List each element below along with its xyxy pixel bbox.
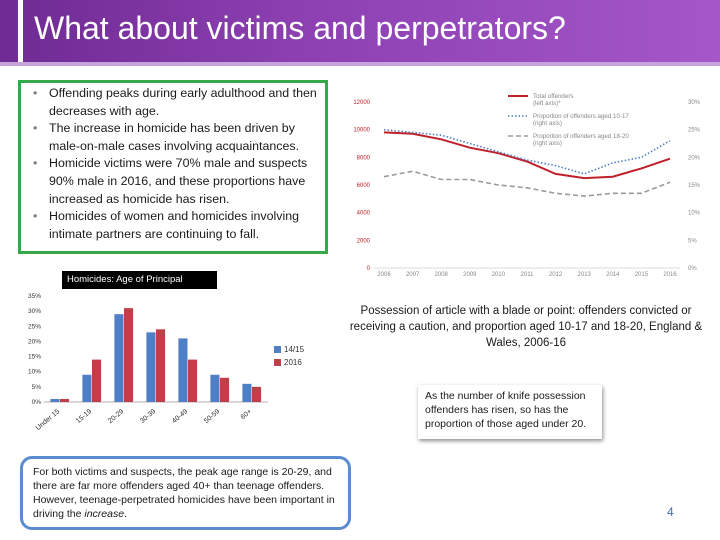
x-tick-label: 2010: [492, 272, 506, 278]
series-line-2: [383, 170, 671, 197]
bar-category-label: 40-49: [171, 408, 189, 425]
x-tick-label: 2016: [663, 272, 677, 278]
bar-14/15-50-59: [210, 374, 220, 402]
bar-2016-50-59: [220, 377, 230, 402]
page-number: 4: [667, 505, 674, 519]
bullet-offending-peak: Offending peaks during early adulthood a…: [31, 85, 319, 120]
y-left-tick-label: 12000: [353, 100, 370, 106]
y-left-tick-label: 2000: [357, 238, 371, 244]
victims-note-text: For both victims and suspects, the peak …: [33, 466, 335, 520]
bar-y-tick-label: 0%: [32, 399, 42, 406]
bar-legend-swatch-1: [274, 359, 281, 366]
y-right-tick-label: 0%: [688, 266, 697, 272]
y-left-tick-label: 4000: [357, 211, 371, 217]
bar-y-tick-label: 5%: [32, 384, 42, 391]
y-left-tick-label: 10000: [353, 128, 370, 134]
bar-2016-40-49: [188, 359, 198, 402]
bar-2016-15-19: [92, 359, 102, 402]
x-tick-label: 2011: [521, 272, 535, 278]
slide-title: What about victims and perpetrators?: [34, 10, 566, 46]
key-points-list: Offending peaks during early adulthood a…: [31, 85, 319, 243]
legend-label-1: Proportion of offenders aged 10-17: [533, 113, 629, 120]
bar-category-label: 50-59: [203, 408, 221, 425]
y-left-tick-label: 6000: [357, 183, 371, 189]
bar-y-tick-label: 15%: [28, 354, 41, 361]
bar-legend-label-0: 14/15: [284, 345, 305, 354]
x-tick-label: 2013: [578, 272, 592, 278]
bar-2016-30-39: [156, 329, 166, 402]
series-line-1: [383, 128, 671, 175]
bar-chart-title: Homicides: Age of Principal Suspect: [62, 271, 217, 303]
bullet-victim-suspect-gender: Homicide victims were 70% male and suspe…: [31, 155, 319, 208]
victims-note-end: .: [124, 508, 127, 520]
bullet-women-intimate-partners: Homicides of women and homicides involvi…: [31, 208, 319, 243]
bar-y-tick-label: 25%: [28, 323, 41, 330]
legend-label-0: Total offenders: [533, 93, 573, 100]
x-tick-label: 2009: [463, 272, 477, 278]
bar-2016-20-29: [124, 308, 134, 402]
bar-2016-Under 15: [60, 398, 70, 402]
title-bar: What about victims and perpetrators?: [0, 0, 720, 66]
bar-y-tick-label: 10%: [28, 369, 41, 376]
knife-offenders-line-chart: 0 2000 4000 6000 8000 10000 12000 0% 5% 10% 15% 20%…: [340, 80, 714, 280]
x-tick-label: 2008: [435, 272, 449, 278]
legend-label-2: Proportion of offenders aged 18-20: [533, 133, 629, 140]
bar-category-label: 15-19: [75, 408, 93, 425]
x-tick-label: 2006: [377, 272, 391, 278]
bar-chart-svg: 0% 5% 10% 15% 20% 25% 30% 35% Under 15 15-19 20-29…: [28, 293, 305, 432]
bar-14/15-15-19: [82, 374, 92, 402]
y-right-tick-label: 20%: [688, 155, 701, 161]
y-right-tick-label: 5%: [688, 238, 697, 244]
key-points-box: Offending peaks during early adulthood a…: [18, 80, 328, 254]
title-accent-stripe: [18, 0, 23, 62]
x-tick-label: 2015: [635, 272, 649, 278]
y-right-tick-label: 15%: [688, 183, 701, 189]
x-tick-label: 2007: [406, 272, 420, 278]
y-right-tick-label: 30%: [688, 100, 701, 106]
legend-label-0-line2: (left axis)*: [533, 100, 561, 107]
legend-label-1-line2: (right axis): [533, 120, 562, 127]
line-chart-caption: Possession of article with a blade or po…: [349, 305, 703, 349]
bullet-male-on-male: The increase in homicide has been driven…: [31, 120, 319, 155]
suspect-age-bar-chart: 0% 5% 10% 15% 20% 25% 30% 35% Under 15 15-19 20-29…: [18, 290, 318, 440]
bar-y-tick-label: 30%: [28, 308, 41, 315]
bar-category-label: 20-29: [107, 408, 125, 425]
y-left-tick-label: 8000: [357, 155, 371, 161]
knife-possession-note: As the number of knife possession offend…: [418, 385, 602, 439]
victims-suspects-note: For both victims and suspects, the peak …: [20, 456, 351, 530]
bar-legend-label-1: 2016: [284, 358, 302, 367]
bar-y-tick-label: 35%: [28, 293, 41, 300]
bar-y-tick-label: 20%: [28, 338, 41, 345]
bar-14/15-30-39: [146, 332, 156, 402]
bar-14/15-40-49: [178, 338, 188, 402]
bar-14/15-Under 15: [50, 398, 60, 402]
bar-category-label: Under 15: [35, 408, 62, 432]
victims-note-emphasis: increase: [84, 508, 125, 520]
bar-14/15-20-29: [114, 314, 124, 402]
series-line-0: [383, 131, 671, 180]
y-left-tick-label: 0: [367, 266, 371, 272]
legend-label-2-line2: (right axis): [533, 140, 562, 147]
line-chart-svg: 0 2000 4000 6000 8000 10000 12000 0% 5% 10% 15% 20%…: [353, 93, 701, 278]
bar-2016-60+: [252, 386, 262, 402]
bar-category-label: 60+: [240, 408, 254, 421]
bar-category-label: 30-39: [139, 408, 157, 425]
bar-legend-swatch-0: [274, 346, 281, 353]
y-right-tick-label: 25%: [688, 128, 701, 134]
x-tick-label: 2012: [549, 272, 563, 278]
y-right-tick-label: 10%: [688, 211, 701, 217]
bar-14/15-60+: [242, 383, 252, 402]
x-tick-label: 2014: [606, 272, 620, 278]
